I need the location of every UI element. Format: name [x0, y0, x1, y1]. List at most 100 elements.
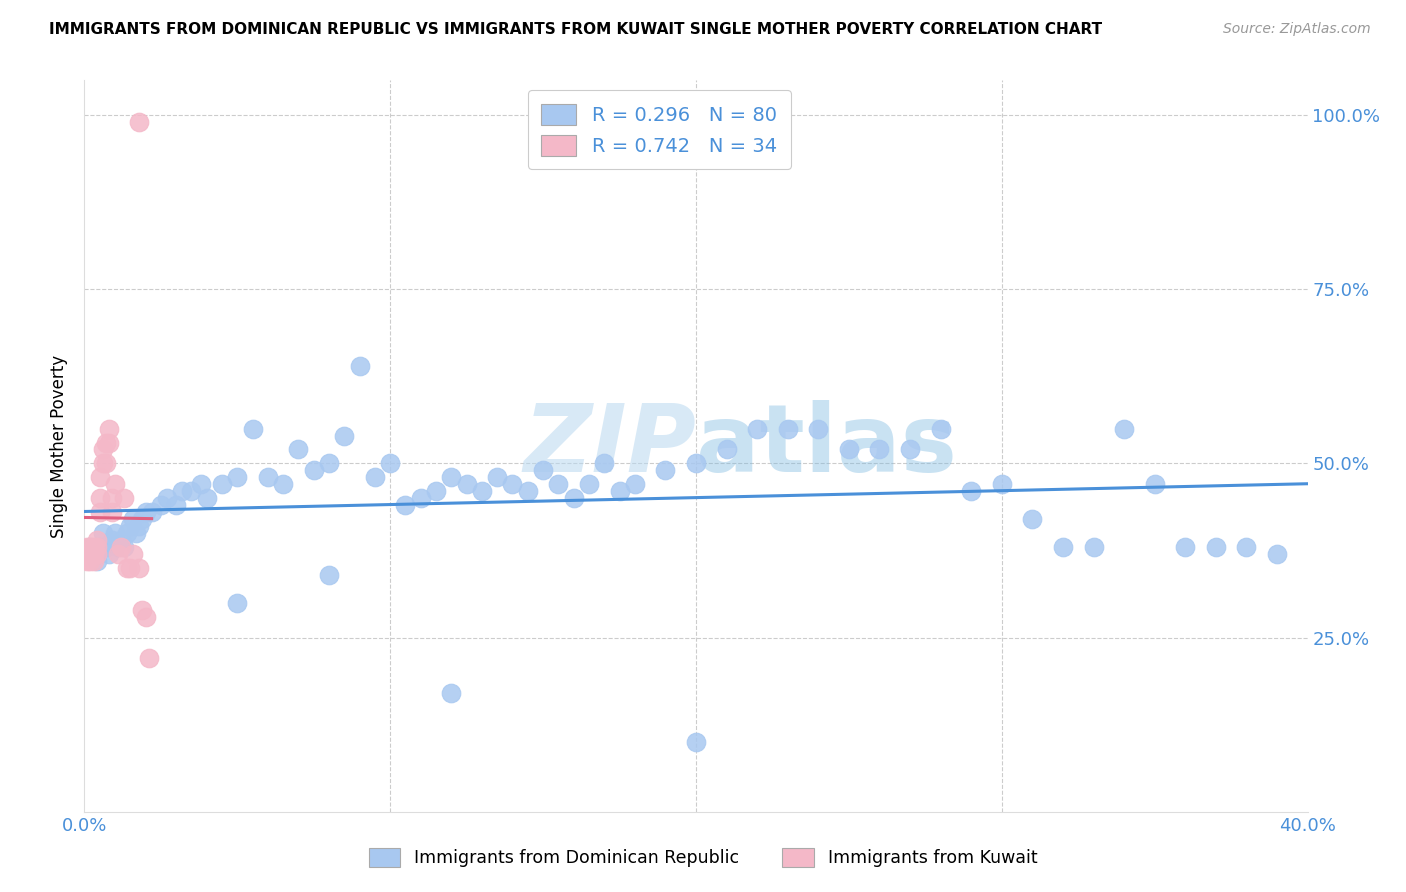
Point — [838, 442, 860, 457]
Point — [609, 484, 631, 499]
Point — [776, 421, 799, 435]
Point — [128, 115, 150, 129]
Point — [83, 540, 105, 554]
Point — [115, 561, 138, 575]
Point — [195, 491, 218, 506]
Point — [271, 477, 294, 491]
Point — [349, 359, 371, 373]
Point — [91, 457, 114, 471]
Point — [104, 526, 127, 541]
Text: ZIP: ZIP — [523, 400, 696, 492]
Point — [97, 435, 120, 450]
Point — [287, 442, 309, 457]
Point — [101, 533, 124, 547]
Point — [120, 519, 142, 533]
Point — [685, 457, 707, 471]
Point — [138, 651, 160, 665]
Point — [89, 470, 111, 484]
Point — [624, 477, 647, 491]
Point — [394, 498, 416, 512]
Point — [125, 526, 148, 541]
Point — [110, 540, 132, 554]
Point — [516, 484, 538, 499]
Point — [425, 484, 447, 499]
Point — [165, 498, 187, 512]
Point — [486, 470, 509, 484]
Point — [1114, 421, 1136, 435]
Point — [91, 442, 114, 457]
Point — [122, 547, 145, 561]
Point — [180, 484, 202, 499]
Point — [190, 477, 212, 491]
Point — [110, 533, 132, 547]
Point — [131, 512, 153, 526]
Point — [869, 442, 891, 457]
Point — [115, 526, 138, 541]
Point — [685, 735, 707, 749]
Point — [89, 505, 111, 519]
Point — [1265, 547, 1288, 561]
Point — [135, 609, 157, 624]
Point — [86, 533, 108, 547]
Point — [960, 484, 983, 499]
Text: atlas: atlas — [696, 400, 957, 492]
Point — [547, 477, 569, 491]
Point — [654, 463, 676, 477]
Point — [76, 540, 98, 554]
Text: Source: ZipAtlas.com: Source: ZipAtlas.com — [1223, 22, 1371, 37]
Point — [1205, 540, 1227, 554]
Point — [172, 484, 194, 499]
Point — [531, 463, 554, 477]
Point — [131, 603, 153, 617]
Point — [242, 421, 264, 435]
Point — [79, 540, 101, 554]
Point — [97, 421, 120, 435]
Point — [112, 491, 135, 506]
Point — [562, 491, 585, 506]
Point — [318, 457, 340, 471]
Point — [79, 540, 101, 554]
Legend: R = 0.296   N = 80, R = 0.742   N = 34: R = 0.296 N = 80, R = 0.742 N = 34 — [527, 90, 790, 169]
Point — [89, 491, 111, 506]
Point — [76, 554, 98, 568]
Point — [991, 477, 1014, 491]
Point — [83, 547, 105, 561]
Point — [83, 547, 105, 561]
Point — [578, 477, 600, 491]
Point — [1143, 477, 1166, 491]
Point — [86, 547, 108, 561]
Point — [104, 477, 127, 491]
Point — [79, 554, 101, 568]
Point — [135, 505, 157, 519]
Point — [380, 457, 402, 471]
Point — [898, 442, 921, 457]
Point — [149, 498, 172, 512]
Point — [101, 491, 124, 506]
Point — [97, 547, 120, 561]
Text: IMMIGRANTS FROM DOMINICAN REPUBLIC VS IMMIGRANTS FROM KUWAIT SINGLE MOTHER POVER: IMMIGRANTS FROM DOMINICAN REPUBLIC VS IM… — [49, 22, 1102, 37]
Point — [409, 491, 432, 506]
Point — [302, 463, 325, 477]
Point — [156, 491, 179, 506]
Y-axis label: Single Mother Poverty: Single Mother Poverty — [51, 354, 69, 538]
Point — [211, 477, 233, 491]
Point — [112, 540, 135, 554]
Point — [333, 428, 356, 442]
Point — [257, 470, 280, 484]
Point — [79, 547, 101, 561]
Point — [807, 421, 830, 435]
Point — [1021, 512, 1043, 526]
Point — [747, 421, 769, 435]
Point — [440, 470, 463, 484]
Point — [128, 519, 150, 533]
Point — [86, 540, 108, 554]
Point — [502, 477, 524, 491]
Point — [86, 554, 108, 568]
Point — [101, 505, 124, 519]
Point — [120, 561, 142, 575]
Point — [1174, 540, 1197, 554]
Point — [1083, 540, 1105, 554]
Point — [1052, 540, 1074, 554]
Point — [226, 596, 249, 610]
Point — [94, 457, 117, 471]
